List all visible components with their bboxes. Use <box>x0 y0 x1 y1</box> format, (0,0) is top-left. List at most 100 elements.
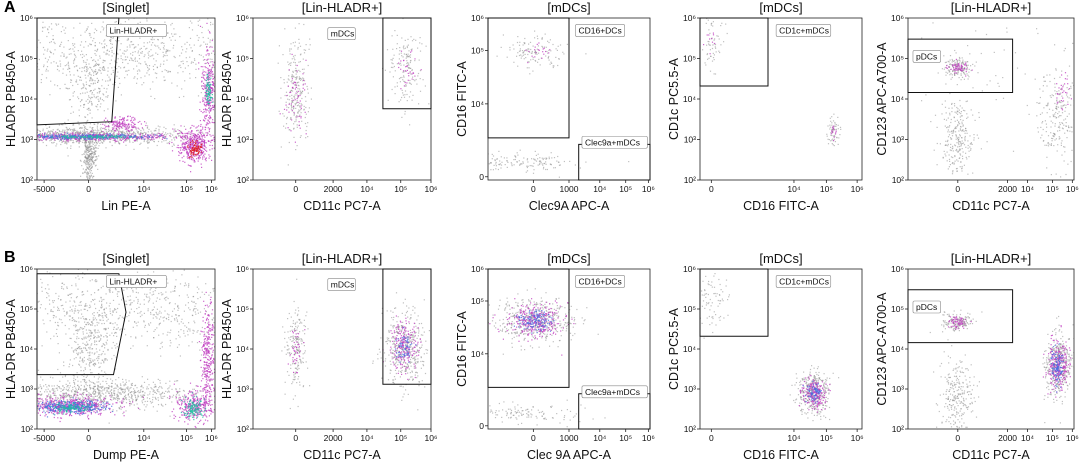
event-dot <box>77 140 79 142</box>
event-dot <box>537 164 539 166</box>
event-dot <box>186 152 188 154</box>
event-dot <box>92 134 94 136</box>
event-dot <box>201 87 204 90</box>
event-dot <box>545 50 547 53</box>
event-dot <box>203 100 205 102</box>
event-dot <box>233 43 234 44</box>
event-dot <box>86 175 88 177</box>
event-dot <box>77 133 79 135</box>
event-dot <box>182 160 184 162</box>
event-dot <box>95 140 97 142</box>
event-dot <box>288 141 290 144</box>
event-dot <box>110 136 112 138</box>
event-dot <box>126 56 129 58</box>
event-dot <box>173 28 175 30</box>
event-dot <box>91 138 93 140</box>
event-dot <box>101 99 103 101</box>
event-dot <box>132 132 134 134</box>
event-dot <box>96 50 98 52</box>
event-dot <box>160 134 163 137</box>
event-dot <box>206 134 208 137</box>
event-dot <box>197 145 199 147</box>
event-dot <box>177 129 179 131</box>
event-dot <box>132 54 134 56</box>
event-dot <box>188 149 190 151</box>
event-dot <box>171 22 173 25</box>
event-dot <box>296 116 298 118</box>
event-dot <box>153 38 155 41</box>
event-dot <box>220 38 221 39</box>
event-dot <box>90 170 92 172</box>
event-dot <box>209 46 211 48</box>
y-tick-label: 10³ <box>237 135 249 145</box>
event-dot <box>109 79 111 81</box>
event-dot <box>280 146 282 148</box>
event-dot <box>174 39 176 41</box>
event-dot <box>267 44 268 45</box>
event-dot <box>165 128 167 130</box>
event-dot <box>223 44 224 45</box>
event-dot <box>108 76 110 78</box>
event-dot <box>177 144 179 146</box>
event-dot <box>290 105 293 107</box>
event-dot <box>192 139 194 142</box>
event-dot <box>57 136 59 138</box>
event-dot <box>289 62 291 65</box>
event-dot <box>105 52 107 54</box>
event-dot <box>56 143 58 145</box>
event-dot <box>102 133 104 135</box>
event-dot <box>62 136 64 138</box>
event-dot <box>533 162 535 164</box>
event-dot <box>122 135 124 137</box>
event-dot <box>205 87 207 89</box>
event-dot <box>90 164 92 166</box>
event-dot <box>115 40 117 42</box>
event-dot <box>579 167 581 169</box>
event-dot <box>165 51 167 53</box>
event-dot <box>212 100 214 102</box>
event-dot <box>196 130 198 132</box>
event-dot <box>46 135 48 137</box>
event-dot <box>218 138 219 139</box>
event-dot <box>77 132 79 134</box>
event-dot <box>422 79 424 81</box>
gate-outline[interactable] <box>382 17 432 110</box>
event-dot <box>157 53 159 55</box>
event-dot <box>94 142 96 144</box>
event-dot <box>184 148 186 150</box>
event-dot <box>520 57 522 59</box>
event-dot <box>54 49 56 51</box>
event-dot <box>66 138 68 140</box>
event-dot <box>212 50 214 52</box>
event-dot <box>525 57 527 59</box>
event-dot <box>181 138 184 140</box>
event-dot <box>182 49 184 51</box>
event-dot <box>541 38 543 40</box>
gate-outline[interactable] <box>36 17 120 126</box>
event-dot <box>68 87 70 90</box>
event-dot <box>124 21 126 23</box>
event-dot <box>119 119 121 121</box>
event-dot <box>189 158 191 160</box>
event-dot <box>203 148 205 150</box>
event-dot <box>303 72 305 74</box>
event-dot <box>211 52 213 54</box>
event-dot <box>35 42 36 43</box>
event-dot <box>188 156 190 159</box>
event-dot <box>108 133 110 136</box>
event-dot <box>291 76 293 78</box>
event-dot <box>307 64 309 67</box>
event-dot <box>62 130 64 132</box>
event-dot <box>212 63 214 65</box>
event-dot <box>182 149 184 151</box>
event-dot <box>293 123 295 125</box>
event-dot <box>208 117 210 119</box>
event-dot <box>194 161 196 163</box>
event-dot <box>90 36 92 39</box>
event-dot <box>425 45 427 47</box>
event-dot <box>209 74 211 76</box>
event-dot <box>209 108 211 110</box>
event-dot <box>101 67 103 69</box>
event-dot <box>295 118 297 120</box>
event-dot <box>298 61 300 63</box>
